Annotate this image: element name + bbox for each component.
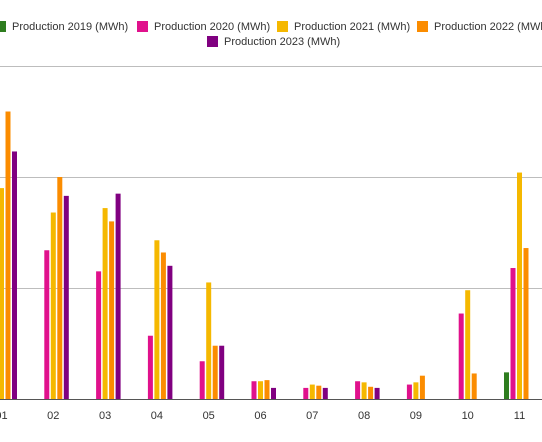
bars — [0, 111, 529, 399]
bar — [154, 240, 160, 399]
x-tick-label: 10 — [462, 410, 474, 422]
bar — [251, 381, 257, 399]
bar — [160, 252, 166, 399]
x-tick-label: 01 — [0, 410, 8, 422]
bar — [102, 208, 108, 399]
x-axis: 01 02 03 04 05 06 07 08 09 10 11 — [0, 399, 542, 422]
legend-swatch — [137, 21, 148, 32]
bar — [264, 380, 270, 399]
legend-swatch — [417, 21, 428, 32]
x-tick-label: 08 — [358, 410, 370, 422]
bar — [12, 151, 17, 399]
bar — [413, 382, 419, 399]
bar — [355, 381, 361, 399]
bar — [374, 387, 380, 399]
bar — [212, 345, 218, 399]
bar — [419, 375, 425, 399]
bar — [517, 172, 522, 399]
bar — [510, 268, 516, 399]
bar — [199, 361, 205, 399]
bar — [471, 373, 477, 399]
bar — [115, 193, 121, 399]
bar — [458, 313, 464, 399]
bar — [523, 248, 529, 399]
x-tick-label: 02 — [47, 410, 59, 422]
bar — [44, 250, 50, 399]
legend-label: Production 2021 (MWh) — [294, 21, 410, 33]
x-tick-label: 04 — [151, 410, 163, 422]
x-tick-label: 07 — [306, 410, 318, 422]
bar — [50, 212, 56, 399]
bar — [167, 265, 173, 399]
legend-swatch — [277, 21, 288, 32]
bar — [258, 381, 263, 399]
x-tick-label: 05 — [203, 410, 215, 422]
bar — [271, 387, 276, 399]
bar — [63, 195, 69, 399]
bar — [96, 271, 102, 399]
legend-label: Production 2022 (MWh) — [434, 21, 542, 33]
gridlines — [0, 66, 542, 289]
bar — [109, 221, 115, 399]
legend-label: Production 2020 (MWh) — [154, 21, 270, 33]
legend: Production 2019 (MWh) Production 2020 (MW… — [0, 21, 542, 48]
legend-swatch — [0, 21, 6, 32]
bar — [322, 387, 328, 399]
bar — [147, 335, 153, 399]
bar — [5, 111, 11, 399]
x-tick-label: 11 — [514, 410, 525, 422]
legend-label: Production 2023 (MWh) — [224, 36, 340, 48]
x-tick-label: 03 — [99, 410, 111, 422]
bar — [0, 188, 4, 399]
x-tick-label: 09 — [410, 410, 422, 422]
bar — [368, 386, 374, 399]
bar — [309, 384, 315, 399]
legend-swatch — [207, 36, 218, 47]
x-tick-label: 06 — [254, 410, 266, 422]
legend-label: Production 2019 (MWh) — [12, 21, 128, 33]
bar — [219, 345, 225, 399]
bar — [361, 382, 367, 399]
bar — [316, 385, 322, 399]
bar — [465, 290, 471, 399]
bar — [406, 384, 412, 399]
bar — [504, 372, 509, 399]
bar — [303, 387, 309, 399]
bar — [206, 282, 212, 399]
bar — [57, 177, 63, 399]
